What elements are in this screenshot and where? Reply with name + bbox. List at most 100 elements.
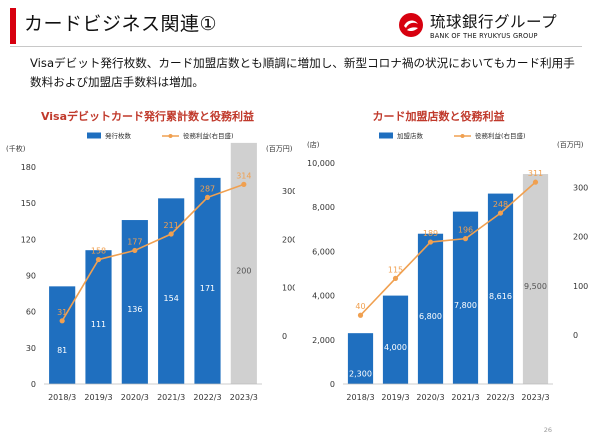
bar-value-label: 171 bbox=[200, 284, 215, 293]
fee-income-value-label: 31 bbox=[57, 308, 67, 317]
fee-income-point bbox=[204, 194, 211, 200]
left-axis-tick-label: 180 bbox=[21, 163, 36, 172]
data-bar bbox=[194, 177, 221, 384]
bar-value-label: 7,800 bbox=[454, 301, 477, 310]
x-axis-tick-label: 2022/3 bbox=[193, 393, 221, 402]
x-axis-tick-label: 2021/3 bbox=[451, 393, 479, 402]
fee-income-value-label: 158 bbox=[91, 247, 106, 256]
legend-bar-label: 加盟店数 bbox=[397, 131, 424, 140]
right-axis-tick-label: 0 bbox=[573, 331, 578, 340]
fee-income-value-label: 115 bbox=[388, 265, 403, 274]
fee-income-value-label: 211 bbox=[164, 221, 179, 230]
bar-value-label: 9,500 bbox=[524, 282, 547, 291]
forecast-bar bbox=[522, 174, 549, 384]
left-axis-tick-label: 10,000 bbox=[307, 159, 335, 168]
fee-income-value-label: 287 bbox=[200, 184, 215, 193]
left-axis-tick-label: 120 bbox=[21, 235, 36, 244]
bar-value-label: 136 bbox=[127, 305, 142, 314]
lead-text: Visaデビット発行枚数、カード加盟店数とも順調に増加し、新型コロナ禍の状況にお… bbox=[30, 56, 575, 89]
merchant-chart-plot: 加盟店数 役務利益(右目盛) (店) (百万円) 0 2,000 4,000 6,000 8,0… bbox=[307, 131, 588, 402]
data-bar bbox=[85, 250, 112, 384]
right-axis-tick-label: 100 bbox=[282, 284, 295, 293]
right-axis-tick-label: 300 bbox=[573, 184, 588, 193]
fee-income-point bbox=[532, 179, 539, 185]
fee-income-point bbox=[357, 312, 364, 318]
logo-english-text: BANK OF THE RYUKYUS GROUP bbox=[430, 32, 538, 40]
legend-line-marker bbox=[168, 134, 173, 138]
x-axis-tick-label: 2020/3 bbox=[121, 393, 149, 402]
data-bar bbox=[121, 220, 148, 384]
right-axis-unit: (百万円) bbox=[266, 145, 293, 153]
x-axis-tick-label: 2019/3 bbox=[84, 393, 112, 402]
x-axis-tick-label: 2018/3 bbox=[48, 393, 76, 402]
merchant-chart: カード加盟店数と役務利益 加盟店数 役務利益(右目盛) (店) (百万円) 0 2,000… bbox=[295, 100, 590, 420]
visa-debit-chart-plot: 発行枚数 役務利益(右目盛) (千枚) (百万円) 0 30 60 90 120 150 180 0 1… bbox=[6, 131, 295, 402]
fee-income-point bbox=[59, 318, 65, 324]
right-axis-tick-label: 100 bbox=[573, 282, 588, 291]
visa-debit-chart: Visaデビットカード発行累計数と役務利益 発行枚数 役務利益(右目盛) (千枚) (… bbox=[0, 100, 295, 420]
legend-line-label: 役務利益(右目盛) bbox=[183, 131, 234, 140]
bar-value-label: 81 bbox=[57, 346, 67, 355]
legend-line-marker bbox=[460, 134, 465, 138]
fee-income-value-label: 314 bbox=[236, 171, 251, 180]
x-axis-tick-label: 2023/3 bbox=[521, 393, 549, 402]
data-bar bbox=[49, 286, 76, 384]
left-axis-tick-label: 90 bbox=[26, 272, 36, 281]
fee-income-value-label: 311 bbox=[528, 169, 543, 178]
fee-income-value-label: 189 bbox=[423, 229, 438, 238]
page-title: カードビジネス関連① bbox=[24, 13, 218, 35]
company-logo: 琉球銀行グループ BANK OF THE RYUKYUS GROUP bbox=[398, 10, 583, 44]
x-axis-tick-label: 2018/3 bbox=[346, 393, 374, 402]
x-axis-tick-label: 2022/3 bbox=[486, 393, 514, 402]
left-axis-tick-label: 0 bbox=[330, 380, 335, 389]
right-axis-tick-label: 200 bbox=[282, 235, 295, 244]
fee-income-point bbox=[241, 181, 247, 187]
fee-income-point bbox=[95, 256, 102, 263]
fee-income-point bbox=[427, 239, 434, 245]
data-bar bbox=[347, 333, 374, 384]
fee-income-value-label: 177 bbox=[127, 237, 142, 246]
left-axis-tick-label: 0 bbox=[31, 380, 36, 389]
fee-income-line bbox=[359, 181, 537, 316]
right-axis-tick-label: 300 bbox=[282, 187, 295, 196]
left-axis-tick-label: 150 bbox=[21, 199, 36, 208]
bar-value-label: 200 bbox=[236, 266, 251, 275]
legend-bar-swatch bbox=[379, 132, 393, 139]
right-axis-tick-label: 200 bbox=[573, 233, 588, 242]
data-bar bbox=[382, 295, 409, 384]
fee-income-point bbox=[132, 247, 138, 254]
x-axis-tick-label: 2021/3 bbox=[157, 393, 185, 402]
right-axis-tick-label: 0 bbox=[282, 332, 287, 341]
fee-income-value-label: 196 bbox=[458, 226, 473, 235]
bar-value-label: 154 bbox=[164, 294, 179, 303]
left-axis-tick-label: 60 bbox=[26, 308, 36, 317]
fee-income-point bbox=[392, 275, 399, 282]
x-axis-tick-label: 2019/3 bbox=[381, 393, 409, 402]
left-axis-tick-label: 4,000 bbox=[312, 292, 335, 301]
chart-title: カード加盟店数と役務利益 bbox=[372, 110, 505, 123]
left-axis-tick-label: 6,000 bbox=[312, 247, 335, 256]
fee-income-point bbox=[168, 231, 174, 237]
right-axis-unit: (百万円) bbox=[557, 141, 584, 149]
fee-income-value-label: 40 bbox=[355, 302, 365, 311]
left-axis-tick-label: 2,000 bbox=[312, 336, 335, 345]
left-axis-unit: (店) bbox=[307, 140, 320, 149]
bar-value-label: 111 bbox=[91, 320, 106, 329]
fee-income-point bbox=[462, 236, 469, 242]
left-axis-tick-label: 8,000 bbox=[312, 203, 335, 212]
fee-income-value-label: 248 bbox=[493, 200, 508, 209]
left-axis-tick-label: 30 bbox=[26, 344, 36, 353]
data-bar bbox=[487, 193, 514, 384]
legend-bar-label: 発行枚数 bbox=[105, 131, 132, 140]
x-axis-tick-label: 2023/3 bbox=[230, 393, 258, 402]
title-accent-bar bbox=[10, 8, 16, 44]
data-bar bbox=[158, 198, 185, 384]
logo-mark-icon bbox=[399, 13, 423, 37]
chart-title: Visaデビットカード発行累計数と役務利益 bbox=[40, 110, 255, 123]
legend-line-label: 役務利益(右目盛) bbox=[475, 131, 526, 140]
fee-income-line bbox=[61, 183, 245, 322]
header-divider bbox=[10, 46, 582, 47]
x-axis-tick-label: 2020/3 bbox=[416, 393, 444, 402]
bar-value-label: 2,300 bbox=[349, 370, 372, 379]
bar-value-label: 6,800 bbox=[419, 312, 442, 321]
